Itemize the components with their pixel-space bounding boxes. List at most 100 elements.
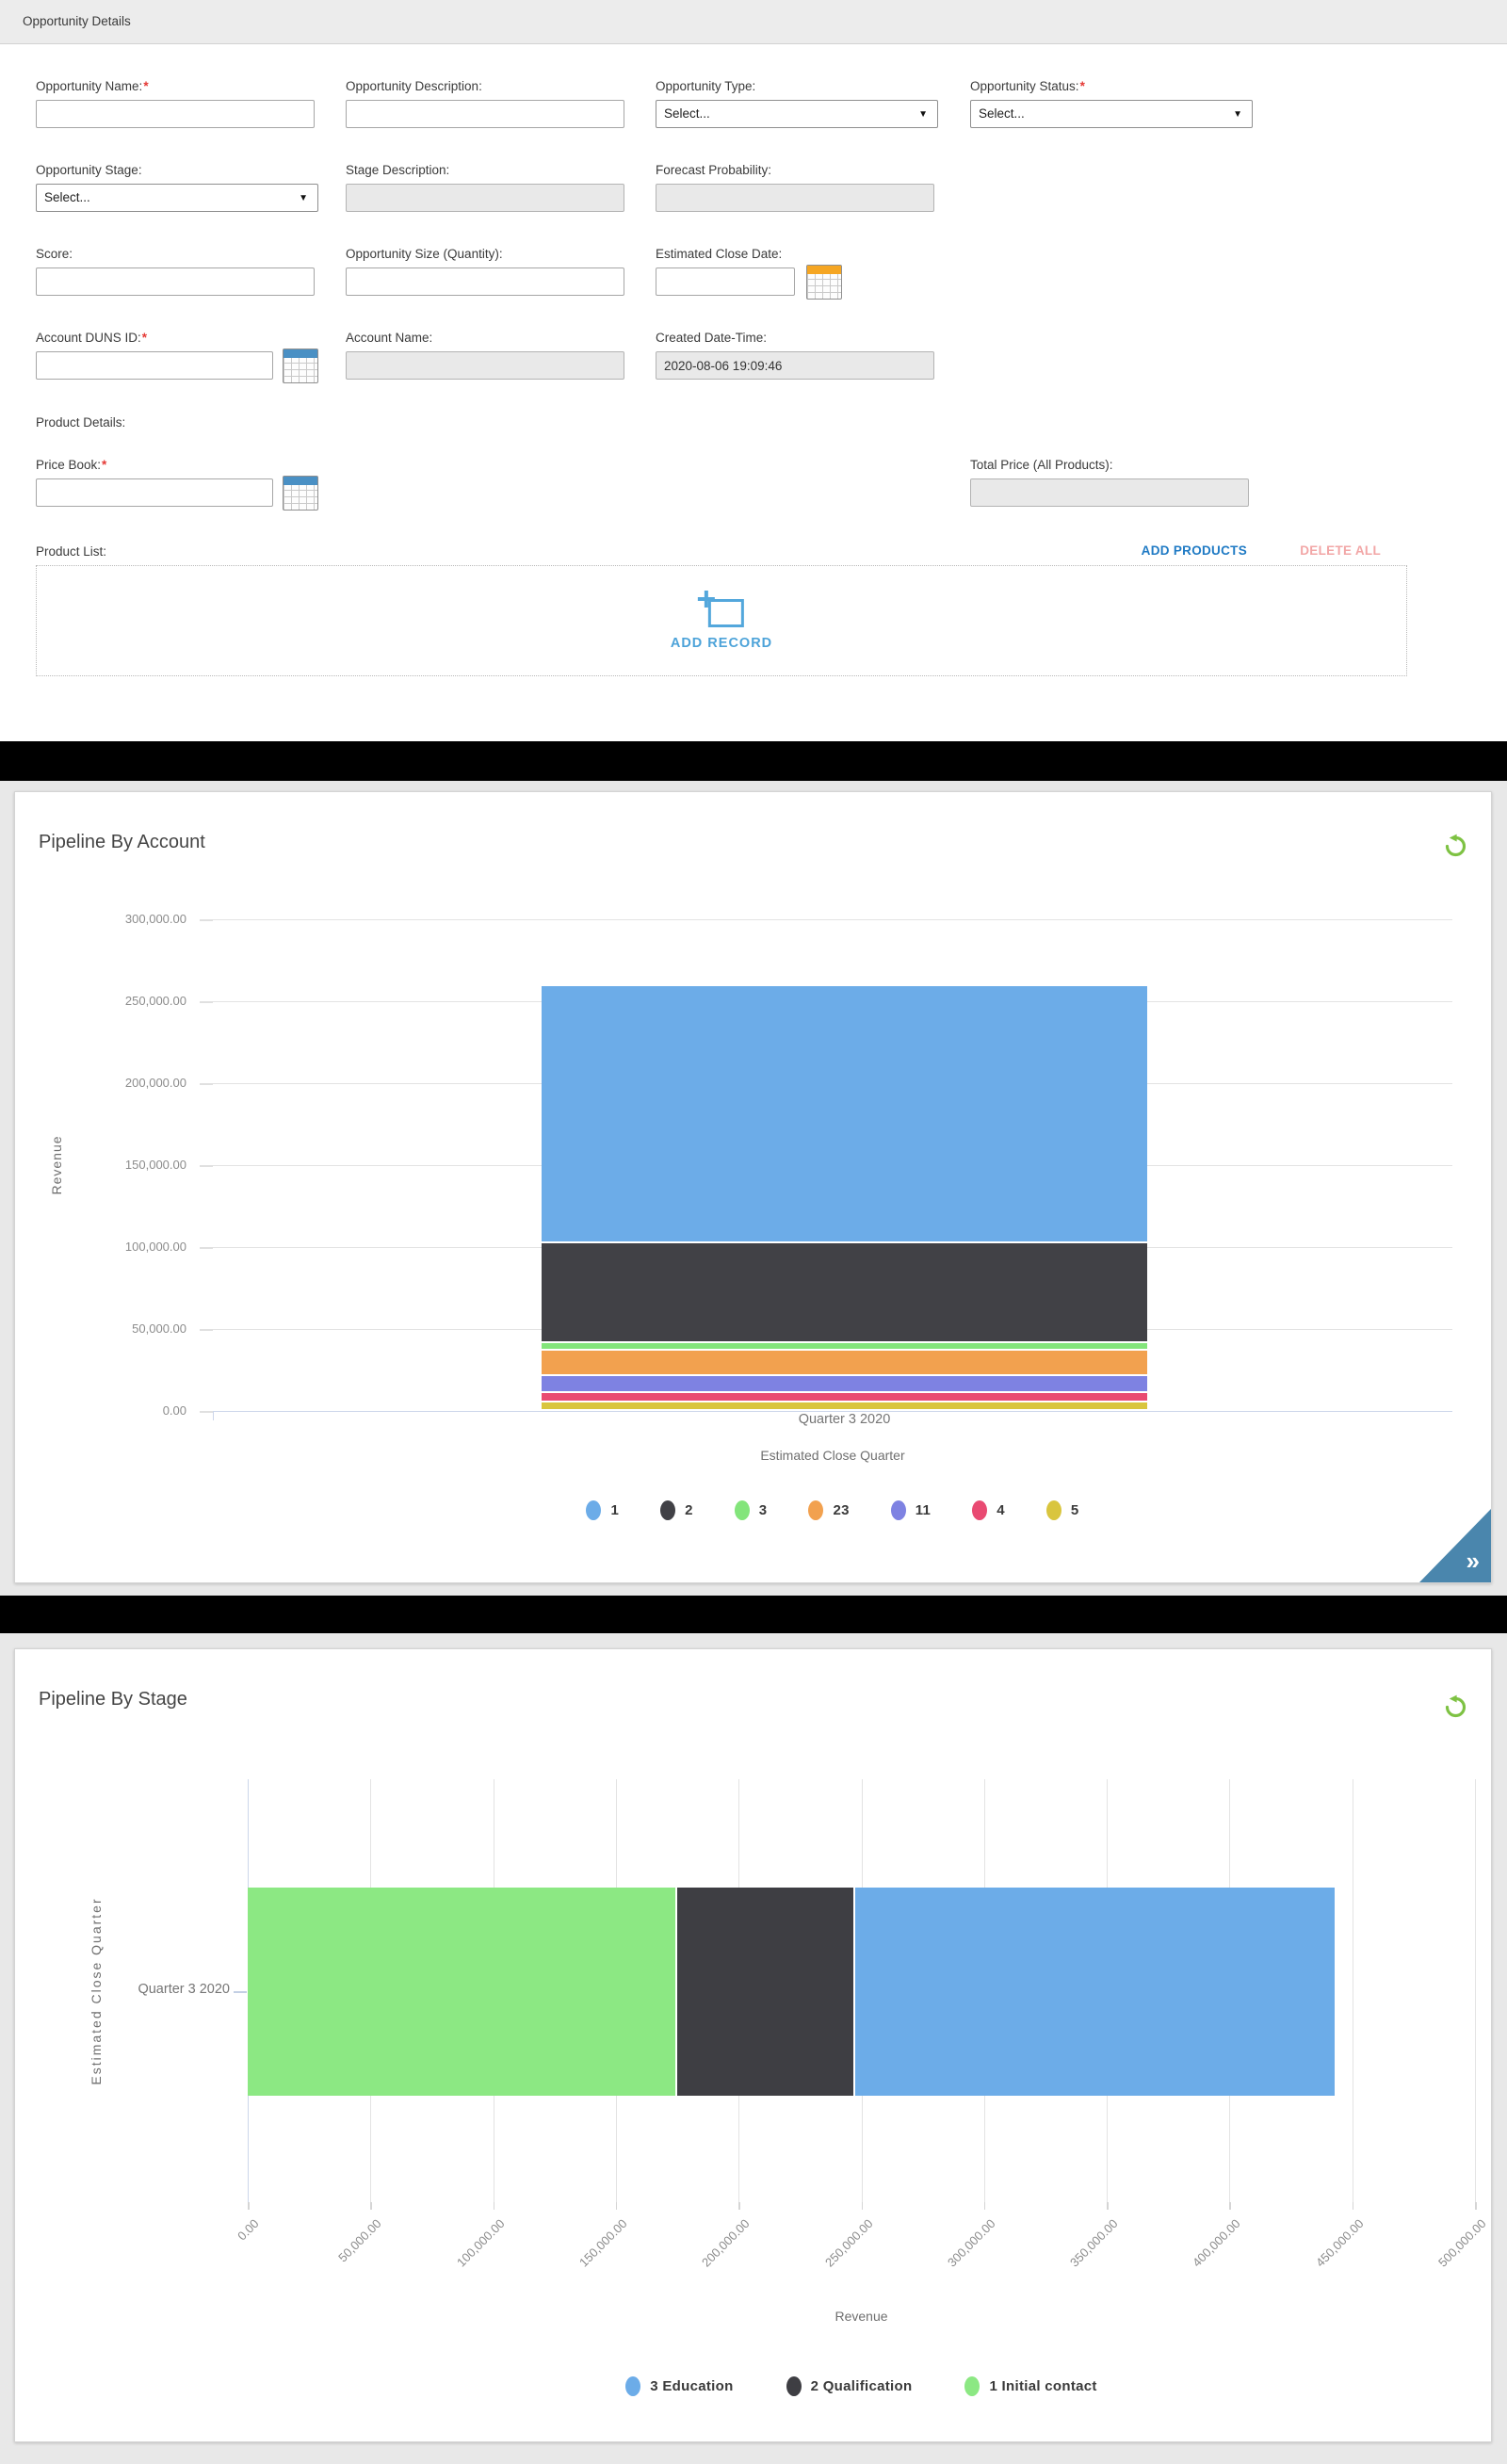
forecast-probability-label: Forecast Probability: [656, 163, 772, 177]
required-asterisk: * [141, 331, 148, 345]
refresh-icon[interactable] [1443, 1694, 1468, 1720]
total-price-input [970, 478, 1249, 507]
x-tick-label: 50,000.00 [335, 2216, 384, 2265]
gridline [1475, 1779, 1476, 2202]
lookup-table-icon[interactable] [283, 476, 318, 511]
product-list-box: ADD RECORD [36, 565, 1407, 676]
opportunity-status-select[interactable]: Select... ▼ [970, 100, 1253, 128]
x-tick-label: 0.00 [235, 2216, 262, 2244]
x-axis-title: Estimated Close Quarter [760, 1448, 905, 1463]
tick [200, 1247, 213, 1249]
legend-item: 5 [1045, 1500, 1079, 1520]
y-tick-label: 150,000.00 [124, 1158, 186, 1172]
legend-label: 5 [1070, 1502, 1079, 1518]
legend-item: 1 [586, 1500, 619, 1520]
account-duns-id-label: Account DUNS ID:* [36, 331, 148, 345]
tick [200, 919, 213, 921]
chart-legend: 3 Education 2 Qualification 1 Initial cont… [248, 2376, 1475, 2396]
legend-label: 3 [758, 1502, 768, 1518]
bar-segment-23 [542, 1351, 1147, 1375]
x-tick-label: 150,000.00 [575, 2216, 630, 2270]
required-asterisk: * [1079, 79, 1085, 93]
bar-segment-4 [542, 1393, 1147, 1402]
opportunity-stage-select[interactable]: Select... ▼ [36, 184, 318, 212]
y-axis-title: Revenue [49, 1135, 64, 1195]
bar-segment-3-education [854, 1888, 1335, 2096]
x-tick-label: 400,000.00 [1190, 2216, 1243, 2270]
legend-item: 3 [734, 1500, 768, 1520]
refresh-icon[interactable] [1443, 834, 1468, 859]
product-list-label: Product List: [36, 544, 107, 559]
legend-item: 1 Initial contact [964, 2376, 1096, 2396]
double-chevron-right-icon: » [1466, 1547, 1480, 1575]
lookup-table-icon[interactable] [283, 349, 318, 383]
bar-segment-1 [542, 985, 1147, 1241]
score-label: Score: [36, 247, 73, 261]
x-tick-label: 500,000.00 [1434, 2216, 1489, 2270]
tick [200, 1411, 213, 1413]
pipeline-by-stage-card: Pipeline By Stage 0.00 50,000.00 100,000.0… [14, 1648, 1492, 2442]
category-tick [234, 1991, 247, 1993]
section-header: Opportunity Details [0, 0, 1507, 44]
legend-label: 11 [915, 1502, 932, 1518]
created-date-time-input [656, 351, 934, 380]
opportunity-type-label: Opportunity Type: [656, 79, 756, 93]
y-tick-label: 0.00 [162, 1403, 186, 1418]
chart-title: Pipeline By Stage [39, 1689, 187, 1710]
opportunity-status-label: Opportunity Status:* [970, 79, 1085, 93]
total-price-label: Total Price (All Products): [970, 458, 1113, 472]
y-tick-label: 100,000.00 [124, 1240, 186, 1254]
chevron-down-icon: ▼ [299, 193, 308, 203]
separator-bar [0, 1596, 1507, 1633]
y-tick-label: 200,000.00 [124, 1076, 186, 1090]
chart-legend: 1 2 3 23 11 4 5 [213, 1500, 1452, 1520]
tick [1352, 2202, 1354, 2210]
x-tick-label: 350,000.00 [1067, 2216, 1121, 2270]
legend-item: 23 [808, 1500, 849, 1520]
legend-item: 3 Education [625, 2376, 733, 2396]
required-asterisk: * [143, 79, 149, 93]
chart-plot-area: 300,000.00 250,000.00 200,000.00 150,000.00… [15, 792, 1491, 1582]
pipeline-by-account-card: Pipeline By Account 300,000.00 250,000.00… [14, 791, 1492, 1583]
tick [200, 1165, 213, 1167]
opportunity-name-label: Opportunity Name:* [36, 79, 149, 93]
stage-description-input [346, 184, 624, 212]
bar-segment-2-qualification [677, 1888, 853, 2096]
opportunity-name-input[interactable] [36, 100, 315, 128]
legend-dot [972, 1500, 988, 1520]
legend-label: 23 [833, 1502, 850, 1518]
bar-segment-11 [542, 1376, 1147, 1392]
gridline [213, 1411, 1452, 1412]
price-book-input[interactable] [36, 478, 273, 507]
tick [1475, 2202, 1477, 2210]
account-duns-id-input[interactable] [36, 351, 273, 380]
chart-title: Pipeline By Account [39, 832, 205, 852]
opportunity-stage-label: Opportunity Stage: [36, 163, 142, 177]
x-tick-label: 300,000.00 [944, 2216, 998, 2270]
tick [248, 2202, 250, 2210]
add-products-button[interactable]: ADD PRODUCTS [1141, 543, 1247, 558]
x-tick-label: 450,000.00 [1312, 2216, 1367, 2270]
delete-all-button[interactable]: DELETE ALL [1300, 543, 1381, 558]
tick [493, 2202, 495, 2210]
legend-dot [808, 1500, 824, 1520]
opportunity-type-select[interactable]: Select... ▼ [656, 100, 938, 128]
x-tick-label: 250,000.00 [821, 2216, 876, 2270]
legend-label: 1 [610, 1502, 620, 1518]
separator-bar [0, 741, 1507, 781]
opportunity-size-input[interactable] [346, 267, 624, 296]
legend-label: 4 [997, 1502, 1005, 1518]
tick [370, 2202, 372, 2210]
calendar-icon[interactable] [806, 265, 842, 300]
add-record-icon [697, 591, 746, 630]
bar-segment-1-initial-contact [248, 1888, 676, 2096]
add-record-button[interactable]: ADD RECORD [671, 591, 772, 651]
opportunity-description-input[interactable] [346, 100, 624, 128]
x-tick-label: 200,000.00 [699, 2216, 753, 2270]
expand-panel-button[interactable]: » [1419, 1509, 1491, 1582]
score-input[interactable] [36, 267, 315, 296]
estimated-close-date-input[interactable] [656, 267, 795, 296]
gridline [213, 919, 1452, 920]
created-date-time-label: Created Date-Time: [656, 331, 768, 345]
legend-dot [734, 1500, 750, 1520]
